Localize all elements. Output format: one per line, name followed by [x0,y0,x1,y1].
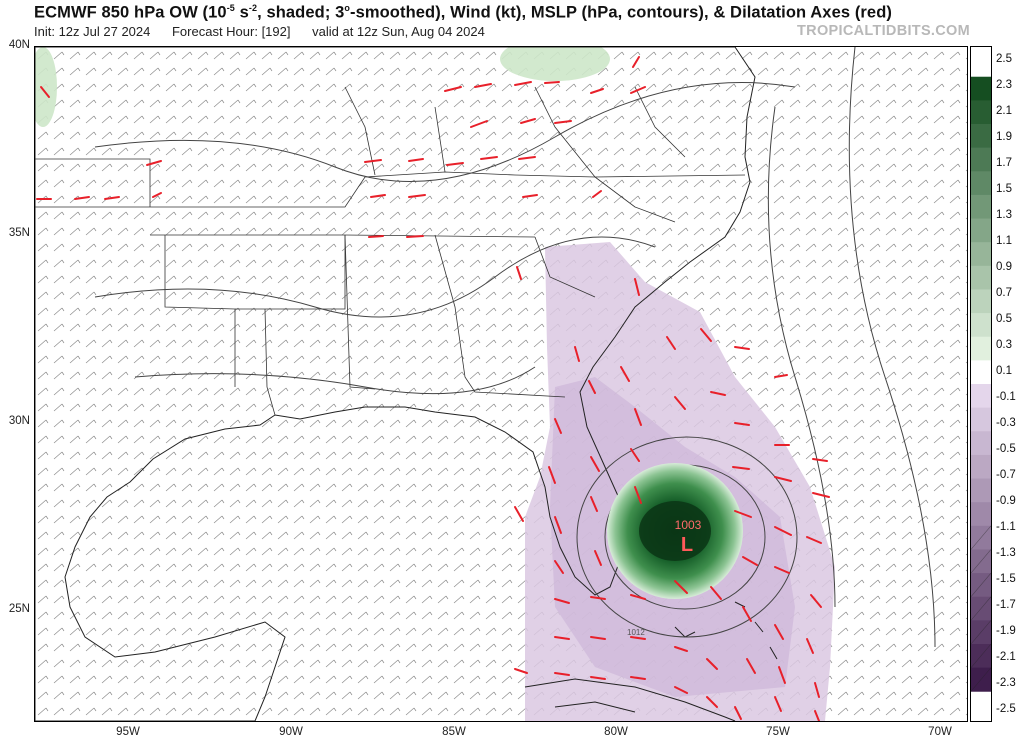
lat-label-35n: 35N [8,227,30,239]
colorbar-hatch [971,596,991,621]
colorbar-tick-label: 1.1 [996,235,1012,247]
colorbar-swatch [971,100,991,125]
positive-ow-patch [35,47,57,127]
colorbar-tick-label: -0.7 [996,469,1016,481]
colorbar-swatch [971,360,991,385]
colorbar-tick-label: 0.7 [996,287,1012,299]
dilatation-axes [36,56,830,721]
chart-title: ECMWF 850 hPa OW (10-5 s-2, shaded; 3o-s… [34,3,892,22]
colorbar-swatch [971,431,991,456]
colorbar-swatch [971,171,991,196]
colorbar-hatch [971,667,991,692]
colorbar-tick-label: 0.3 [996,339,1012,351]
colorbar-hatch [971,525,991,550]
colorbar-tick-label: -2.1 [996,651,1016,663]
positive-ow-center [639,501,711,561]
colorbar-tick-label: 0.9 [996,261,1012,273]
colorbar-tick-label: -1.9 [996,625,1016,637]
lon-label-85w: 85W [442,726,466,738]
lat-label-30n: 30N [8,415,30,427]
colorbar-tick-label: 1.5 [996,183,1012,195]
lon-label-80w: 80W [604,726,628,738]
colorbar-tick-label: 1.3 [996,209,1012,221]
colorbar-swatch [971,384,991,409]
colorbar-swatch [971,218,991,243]
colorbar-tick-label: -1.7 [996,599,1016,611]
colorbar-swatch [971,76,991,101]
colorbar-swatch [971,454,991,479]
valid-time: valid at 12z Sun, Aug 04 2024 [312,24,485,39]
colorbar-tick-label: 1.7 [996,157,1012,169]
colorbar-tick-label: 0.1 [996,365,1012,377]
map-panel: 1003 L 1012 [34,46,968,722]
colorbar-tick-label: -0.9 [996,495,1016,507]
colorbar-tick-label: 1.9 [996,131,1012,143]
colorbar-swatch [971,313,991,338]
run-info: Init: 12z Jul 27 2024 Forecast Hour: [19… [34,24,503,39]
colorbar-hatch [971,549,991,574]
colorbar-tick-label: -1.3 [996,547,1016,559]
colorbar-hatch [971,643,991,668]
site-credit: TROPICALTIDBITS.COM [797,23,970,39]
colorbar-tick-label: -1.1 [996,521,1016,533]
colorbar-swatch [971,478,991,503]
init-time: Init: 12z Jul 27 2024 [34,24,151,39]
colorbar-swatch [971,124,991,149]
colorbar-swatch [971,242,991,267]
colorbar-tick-label: 2.3 [996,79,1012,91]
colorbar-tick-label: 2.5 [996,53,1012,65]
colorbar-tick-label: -2.3 [996,677,1016,689]
us-landmass [35,47,756,721]
colorbar-swatch [971,265,991,290]
colorbar-tick-label: -1.5 [996,573,1016,585]
lon-label-95w: 95W [116,726,140,738]
low-pressure-value: 1003 [675,518,702,532]
colorbar-swatch [971,336,991,361]
lon-label-90w: 90W [279,726,303,738]
mslp-contours [94,47,936,648]
colorbar-tick-label: 0.5 [996,313,1012,325]
colorbar-hatch [971,620,991,645]
colorbar-swatch [971,502,991,527]
colorbar-tick-label: 2.1 [996,105,1012,117]
colorbar-swatch [971,289,991,314]
isobar-label: 1012 [627,628,645,637]
colorbar-tick-label: -0.3 [996,417,1016,429]
colorbar-tick-label: -0.1 [996,391,1016,403]
positive-ow-patch [500,47,610,81]
colorbar-swatch [971,194,991,219]
low-center-marker: L [681,534,693,556]
state-boundaries [35,86,746,416]
map-svg: 1003 L 1012 [35,47,967,721]
lon-label-75w: 75W [766,726,790,738]
colorbar-tick-label: -2.5 [996,703,1016,715]
colorbar-hatch [971,572,991,597]
colorbar-tick-label: -0.5 [996,443,1016,455]
forecast-hour: Forecast Hour: [192] [171,24,291,39]
lat-label-40n: 40N [8,39,30,51]
colorbar-swatch [971,407,991,432]
colorbar-swatch [971,147,991,172]
colorbar [970,46,992,722]
lat-label-25n: 25N [8,603,30,615]
lon-label-70w: 70W [928,726,952,738]
